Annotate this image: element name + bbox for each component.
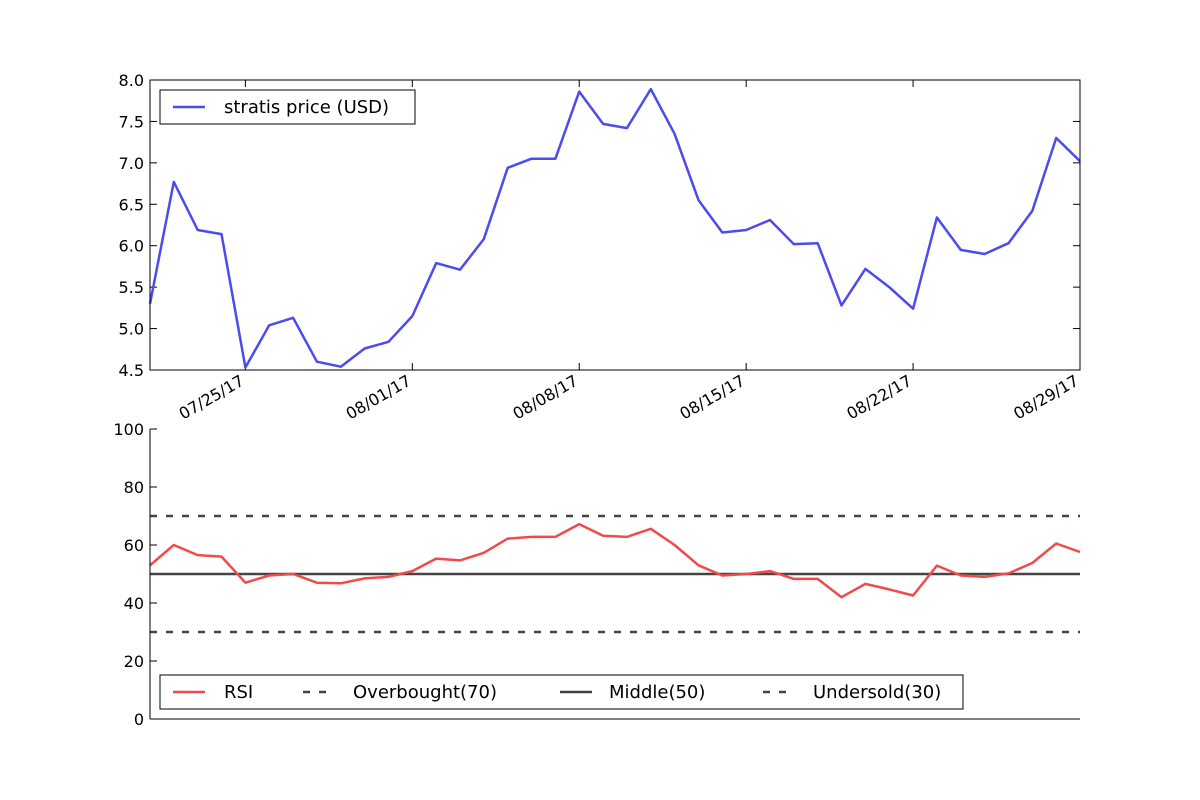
price-chart: 4.5 5.0 5.5 6.0 6.5 7.0 7.5 8.0 07/25/17 08/01/1… [119, 71, 1082, 423]
rsi-y-tick-label: 40 [124, 594, 144, 613]
rsi-legend-label: RSI [224, 682, 253, 703]
rsi-y-tick-label: 0 [134, 710, 144, 729]
rsi-y-tick-label: 100 [113, 420, 144, 439]
rsi-y-tick-label: 60 [124, 536, 144, 555]
price-axes-border [149, 79, 1081, 371]
middle-legend-label: Middle(50) [609, 682, 705, 703]
price-x-tick-label: 08/15/17 [676, 371, 748, 423]
price-y-tick-label: 7.0 [119, 154, 144, 173]
rsi-y-axis: 0 20 40 60 80 100 [113, 420, 157, 729]
price-x-tick-label: 08/22/17 [843, 371, 915, 423]
price-x-tick-label: 08/08/17 [509, 371, 581, 423]
price-y-tick-label: 5.0 [119, 320, 144, 339]
price-y-tick-label: 4.5 [119, 361, 144, 380]
rsi-y-tick-label: 80 [124, 478, 144, 497]
price-series-line [148, 87, 1081, 369]
overbought-legend-label: Overbought(70) [353, 682, 497, 703]
rsi-y-tick-label: 20 [124, 652, 144, 671]
rsi-legend: RSI Overbought(70) Middle(50) Undersold(… [159, 674, 964, 710]
undersold-legend-label: Undersold(30) [813, 682, 941, 703]
rsi-series-line [149, 522, 1081, 599]
price-legend: stratis price (USD) [159, 89, 416, 125]
price-x-axis: 07/25/17 08/01/17 08/08/17 08/15/17 08/22/17… [176, 80, 1082, 423]
price-legend-label: stratis price (USD) [224, 97, 389, 118]
price-y-axis: 4.5 5.0 5.5 6.0 6.5 7.0 7.5 8.0 [119, 71, 1080, 380]
price-y-tick-label: 7.5 [119, 112, 144, 131]
price-x-tick-label: 08/29/17 [1010, 371, 1082, 423]
rsi-axes-frame [149, 429, 1080, 720]
price-x-tick-label: 08/01/17 [343, 371, 415, 423]
price-y-tick-label: 5.5 [119, 278, 144, 297]
price-axes-frame [149, 79, 1081, 371]
price-y-tick-label: 6.0 [119, 237, 144, 256]
price-y-tick-label: 6.5 [119, 195, 144, 214]
rsi-chart: 0 20 40 60 80 100 RSI Overbought(70) Middle(5… [113, 420, 1081, 729]
price-x-tick-label: 07/25/17 [176, 371, 248, 423]
price-y-tick-label: 8.0 [119, 71, 144, 90]
rsi-level-lines [150, 514, 1080, 634]
